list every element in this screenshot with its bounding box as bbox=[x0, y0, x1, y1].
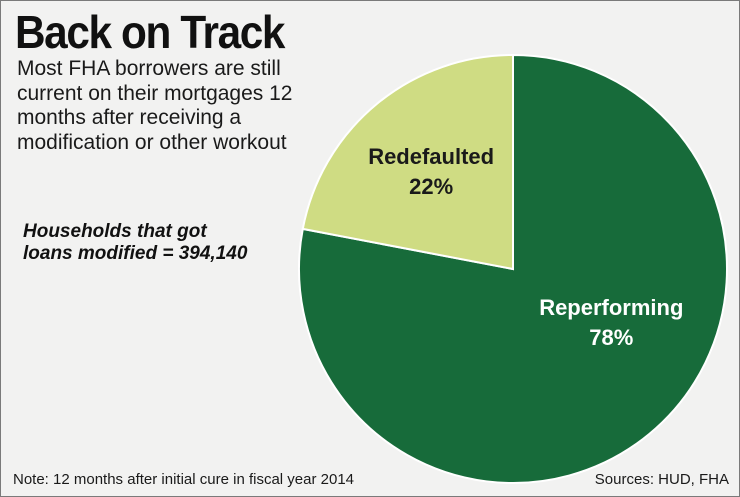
footnote: Note: 12 months after initial cure in fi… bbox=[13, 471, 355, 488]
chart-title: Back on Track bbox=[15, 6, 285, 58]
pie-label-redefaulted: Redefaulted bbox=[368, 144, 494, 169]
pie-slices bbox=[298, 53, 728, 484]
pie-label-reperforming: Reperforming bbox=[539, 295, 683, 320]
households-callout-line-1: Households that got bbox=[23, 221, 207, 242]
households-callout: Households that got loans modified = 394… bbox=[23, 221, 313, 265]
pie-slice-redefaulted bbox=[301, 53, 514, 271]
sources-credit: Sources: HUD, FHA bbox=[594, 471, 729, 488]
chart-subtitle: Most FHA borrowers are still current on … bbox=[17, 57, 293, 154]
pie-labels: Reperforming 78% Redefaulted 22% bbox=[368, 144, 683, 350]
households-callout-line-2: loans modified = 394,140 bbox=[23, 243, 248, 264]
pie-value-redefaulted: 22% bbox=[409, 174, 453, 199]
pie-value-reperforming: 78% bbox=[589, 325, 633, 350]
